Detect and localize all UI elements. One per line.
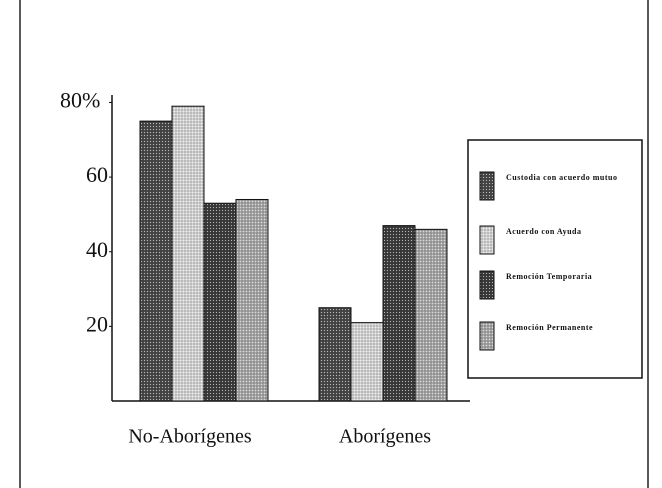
y-tick-label: 40 (86, 237, 108, 262)
bar (350, 322, 384, 402)
legend-label: Custodia con acuerdo mutuo (506, 173, 617, 182)
x-tick-label: No-Aborígenes (128, 426, 252, 448)
bar (414, 228, 448, 402)
bar (318, 307, 352, 402)
legend-label: Remoción Permanente (506, 323, 593, 332)
y-tick-label: 20 (86, 311, 108, 336)
legend-swatch (479, 171, 495, 201)
legend-box (467, 139, 643, 379)
y-tick-label: 60 (86, 162, 108, 187)
bar (171, 105, 205, 402)
bar (382, 225, 416, 402)
legend-label: Acuerdo con Ayuda (506, 227, 581, 236)
legend-label: Remoción Temporaria (506, 272, 592, 281)
x-tick-label: Aborígenes (339, 426, 431, 448)
bar (235, 198, 269, 402)
legend-swatch (479, 270, 495, 300)
legend-swatch (479, 225, 495, 255)
y-tick-label: 80% (60, 88, 100, 113)
bar (139, 120, 173, 402)
legend-swatch (479, 321, 495, 351)
bar (203, 202, 237, 402)
